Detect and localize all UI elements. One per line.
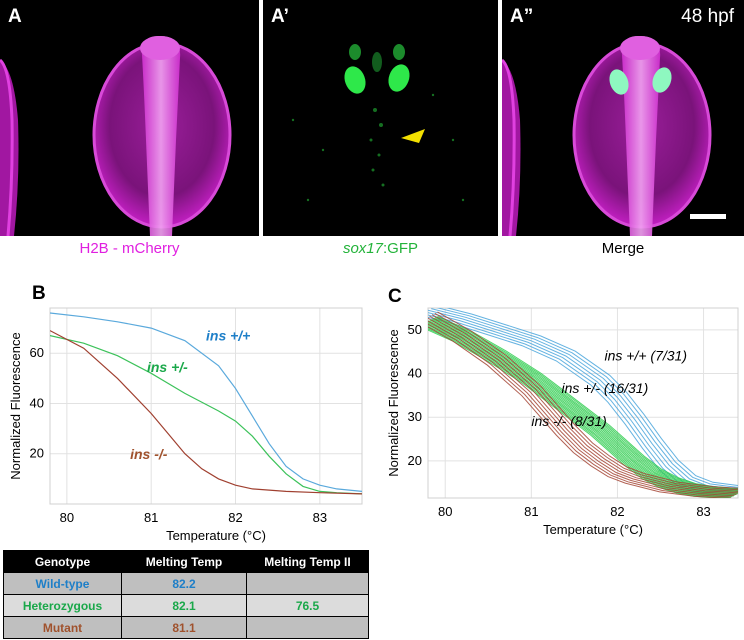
panel-letter-a: A [8, 6, 22, 27]
melting-temp-ii-cell [246, 572, 369, 595]
curve-label: ins +/+ (7/31) [605, 347, 688, 363]
melting-temp-ii-cell: 76.5 [246, 594, 369, 617]
curve-label: ins -/- (8/31) [531, 413, 606, 429]
scale-bar [690, 214, 726, 219]
sox17-gfp-image [291, 44, 465, 202]
melting-temp-table: Genotype Melting Temp Melting Temp II Wi… [3, 550, 369, 639]
caption-h2b-mcherry: H2B - mCherry [79, 240, 180, 257]
replicate-line [428, 323, 732, 498]
table-row: Mutant 81.1 [3, 616, 369, 639]
melting-temp-cell: 82.2 [121, 572, 247, 595]
x-tick-label: 82 [610, 504, 624, 519]
curve-label: ins +/+ [206, 328, 250, 344]
x-tick-label: 80 [60, 510, 74, 525]
x-tick-label: 81 [144, 510, 158, 525]
curve-label: ins -/- [130, 446, 168, 462]
h2b-mcherry-embryo-image [0, 35, 232, 236]
merge-image [502, 35, 726, 236]
panel-letter-b: B [32, 283, 46, 304]
panel-letter-a-prime: A’ [271, 6, 289, 27]
melting-temp-cell: 81.1 [121, 616, 247, 639]
arrowhead-icon [401, 129, 425, 143]
header-melting-temp: Melting Temp [121, 550, 247, 573]
x-tick-label: 83 [696, 504, 710, 519]
panel-a-prime-image: A’ [263, 0, 498, 236]
table-row: Heterozygous 82.1 76.5 [3, 594, 369, 617]
replicate-line [445, 308, 738, 486]
caption-sox17-gfp: sox17:GFP [263, 240, 498, 257]
replicate-line [428, 326, 729, 498]
plot-frame [427, 307, 739, 499]
x-axis-label: Temperature (°C) [543, 522, 643, 537]
series-line [50, 312, 362, 492]
replicate-line [428, 317, 737, 495]
melting-temp-cell: 82.1 [121, 594, 247, 617]
y-axis-label: Normalized Fluorescence [386, 329, 401, 476]
caption-merge: Merge [601, 240, 645, 257]
replicate-line [436, 308, 738, 488]
melting-temp-ii-cell [246, 616, 369, 639]
replicate-line [429, 319, 738, 494]
timepoint-label: 48 hpf [681, 6, 734, 27]
replicate-line [437, 311, 738, 489]
caption-reporter: :GFP [383, 240, 419, 257]
header-genotype: Genotype [3, 550, 122, 573]
y-tick-label: 40 [30, 395, 44, 410]
replicate-line [428, 320, 734, 497]
y-tick-label: 30 [408, 409, 422, 424]
header-melting-temp-ii: Melting Temp II [246, 550, 369, 573]
melt-curve-chart-b: 80 81 82 83 20 40 60 Temperature (°C) Normalized… [8, 307, 363, 543]
replicate-line [431, 308, 738, 490]
panel-a-double-prime-image: A” 48 hpf [502, 0, 744, 236]
genotype-cell: Heterozygous [3, 594, 122, 617]
curve-label: ins +/- [147, 359, 188, 375]
table-header-row: Genotype Melting Temp Melting Temp II [3, 550, 369, 573]
panel-a-image: A [0, 0, 259, 236]
melt-curve-chart-c: 80 81 82 83 20 30 40 50 Temperature (°C) Normaliz… [386, 307, 739, 537]
y-tick-label: 60 [30, 345, 44, 360]
y-tick-label: 20 [408, 453, 422, 468]
panel-letter-c: C [388, 286, 402, 307]
panel-letter-a-double-prime: A” [510, 6, 534, 27]
genotype-cell: Mutant [3, 616, 122, 639]
caption-gene-name: sox17 [342, 240, 383, 257]
series-line [50, 330, 362, 495]
table-row: Wild-type 82.2 [3, 572, 369, 595]
x-tick-label: 80 [438, 504, 452, 519]
curve-label: ins +/- (16/31) [561, 380, 648, 396]
y-axis-label: Normalized Fluorescence [8, 332, 23, 479]
replicate-line [435, 316, 738, 490]
y-tick-label: 20 [30, 446, 44, 461]
x-tick-label: 83 [313, 510, 327, 525]
x-tick-label: 81 [524, 504, 538, 519]
replicate-line [431, 314, 738, 492]
x-axis-label: Temperature (°C) [166, 528, 266, 543]
replicate-line [434, 312, 738, 491]
replicate-line [429, 315, 738, 494]
genotype-cell: Wild-type [3, 572, 122, 595]
series-line [50, 335, 362, 495]
plot-frame [49, 307, 363, 505]
x-tick-label: 82 [228, 510, 242, 525]
y-tick-label: 50 [408, 322, 422, 337]
y-tick-label: 40 [408, 366, 422, 381]
